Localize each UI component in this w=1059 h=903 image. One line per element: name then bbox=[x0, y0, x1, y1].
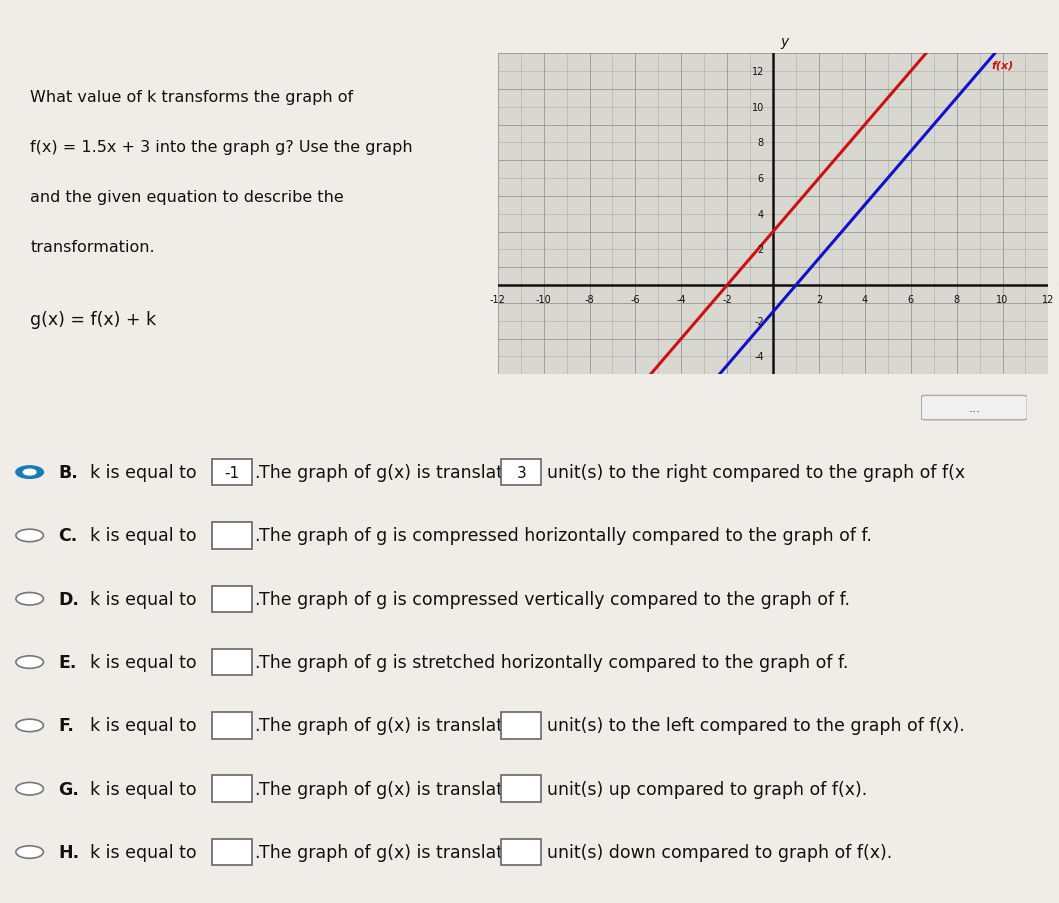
Text: What value of k transforms the graph of: What value of k transforms the graph of bbox=[31, 89, 354, 105]
Text: k is equal to: k is equal to bbox=[90, 780, 197, 798]
Circle shape bbox=[16, 783, 43, 796]
Bar bbox=[212, 839, 252, 865]
Text: k is equal to: k is equal to bbox=[90, 590, 197, 608]
Text: 10: 10 bbox=[752, 103, 764, 113]
Text: .: . bbox=[254, 717, 259, 735]
Text: .: . bbox=[254, 526, 259, 545]
Bar bbox=[501, 776, 541, 802]
Bar bbox=[212, 460, 252, 486]
Circle shape bbox=[16, 529, 43, 542]
Text: E.: E. bbox=[58, 654, 76, 671]
Text: and the given equation to describe the: and the given equation to describe the bbox=[31, 190, 344, 205]
Text: The graph of g is stretched horizontally compared to the graph of f.: The graph of g is stretched horizontally… bbox=[259, 654, 849, 671]
Text: 2: 2 bbox=[757, 245, 764, 255]
Bar bbox=[212, 649, 252, 675]
Circle shape bbox=[16, 656, 43, 668]
Text: .: . bbox=[254, 780, 259, 798]
FancyBboxPatch shape bbox=[921, 396, 1027, 421]
Text: unit(s) to the right compared to the graph of f(x: unit(s) to the right compared to the gra… bbox=[546, 463, 965, 481]
Circle shape bbox=[23, 470, 36, 476]
Text: ...: ... bbox=[968, 402, 981, 414]
Bar bbox=[212, 776, 252, 802]
Text: The graph of g(x) is translated: The graph of g(x) is translated bbox=[259, 780, 525, 798]
Text: 8: 8 bbox=[758, 138, 764, 148]
Text: 8: 8 bbox=[953, 294, 959, 304]
Text: -4: -4 bbox=[677, 294, 686, 304]
Text: G.: G. bbox=[58, 780, 79, 798]
Text: f(x): f(x) bbox=[991, 61, 1013, 70]
Circle shape bbox=[16, 593, 43, 605]
Text: The graph of g is compressed horizontally compared to the graph of f.: The graph of g is compressed horizontall… bbox=[259, 526, 873, 545]
Circle shape bbox=[16, 846, 43, 859]
Text: 4: 4 bbox=[758, 209, 764, 219]
Text: .: . bbox=[254, 590, 259, 608]
Text: The graph of g is compressed vertically compared to the graph of f.: The graph of g is compressed vertically … bbox=[259, 590, 850, 608]
Text: -10: -10 bbox=[536, 294, 552, 304]
Text: The graph of g(x) is translated: The graph of g(x) is translated bbox=[259, 717, 525, 735]
Text: unit(s) down compared to graph of f(x).: unit(s) down compared to graph of f(x). bbox=[546, 843, 892, 861]
Bar bbox=[501, 460, 541, 486]
Bar bbox=[501, 712, 541, 739]
Text: k is equal to: k is equal to bbox=[90, 717, 197, 735]
Text: unit(s) up compared to graph of f(x).: unit(s) up compared to graph of f(x). bbox=[546, 780, 867, 798]
Text: k is equal to: k is equal to bbox=[90, 526, 197, 545]
Text: -2: -2 bbox=[722, 294, 732, 304]
Text: g(x) = f(x) + k: g(x) = f(x) + k bbox=[31, 311, 157, 329]
Text: 6: 6 bbox=[908, 294, 914, 304]
Text: -12: -12 bbox=[490, 294, 505, 304]
Text: 6: 6 bbox=[758, 174, 764, 184]
Bar bbox=[212, 523, 252, 549]
Text: .: . bbox=[254, 843, 259, 861]
Text: .: . bbox=[254, 654, 259, 671]
Text: H.: H. bbox=[58, 843, 79, 861]
Text: F.: F. bbox=[58, 717, 74, 735]
Text: y: y bbox=[780, 34, 789, 49]
Bar bbox=[212, 586, 252, 612]
Text: k is equal to: k is equal to bbox=[90, 843, 197, 861]
Text: -1: -1 bbox=[225, 465, 239, 480]
Text: k is equal to: k is equal to bbox=[90, 463, 197, 481]
Text: C.: C. bbox=[58, 526, 77, 545]
Text: 12: 12 bbox=[1042, 294, 1055, 304]
Bar bbox=[501, 839, 541, 865]
Circle shape bbox=[16, 720, 43, 731]
Text: 2: 2 bbox=[815, 294, 822, 304]
Text: 4: 4 bbox=[862, 294, 868, 304]
Circle shape bbox=[16, 466, 43, 479]
Text: -8: -8 bbox=[585, 294, 594, 304]
Text: -2: -2 bbox=[754, 316, 764, 326]
Text: .: . bbox=[254, 463, 259, 481]
Text: The graph of g(x) is translated: The graph of g(x) is translated bbox=[259, 463, 525, 481]
Bar bbox=[212, 712, 252, 739]
Text: B.: B. bbox=[58, 463, 78, 481]
Text: -6: -6 bbox=[630, 294, 641, 304]
Text: k is equal to: k is equal to bbox=[90, 654, 197, 671]
Text: transformation.: transformation. bbox=[31, 240, 155, 255]
Text: 3: 3 bbox=[517, 465, 526, 480]
Text: f(x) = 1.5x + 3 into the graph g? Use the graph: f(x) = 1.5x + 3 into the graph g? Use th… bbox=[31, 140, 413, 154]
Text: unit(s) to the left compared to the graph of f(x).: unit(s) to the left compared to the grap… bbox=[546, 717, 965, 735]
Text: The graph of g(x) is translated: The graph of g(x) is translated bbox=[259, 843, 525, 861]
Text: 10: 10 bbox=[997, 294, 1008, 304]
Text: -4: -4 bbox=[754, 352, 764, 362]
Text: 12: 12 bbox=[752, 67, 764, 77]
Text: D.: D. bbox=[58, 590, 79, 608]
